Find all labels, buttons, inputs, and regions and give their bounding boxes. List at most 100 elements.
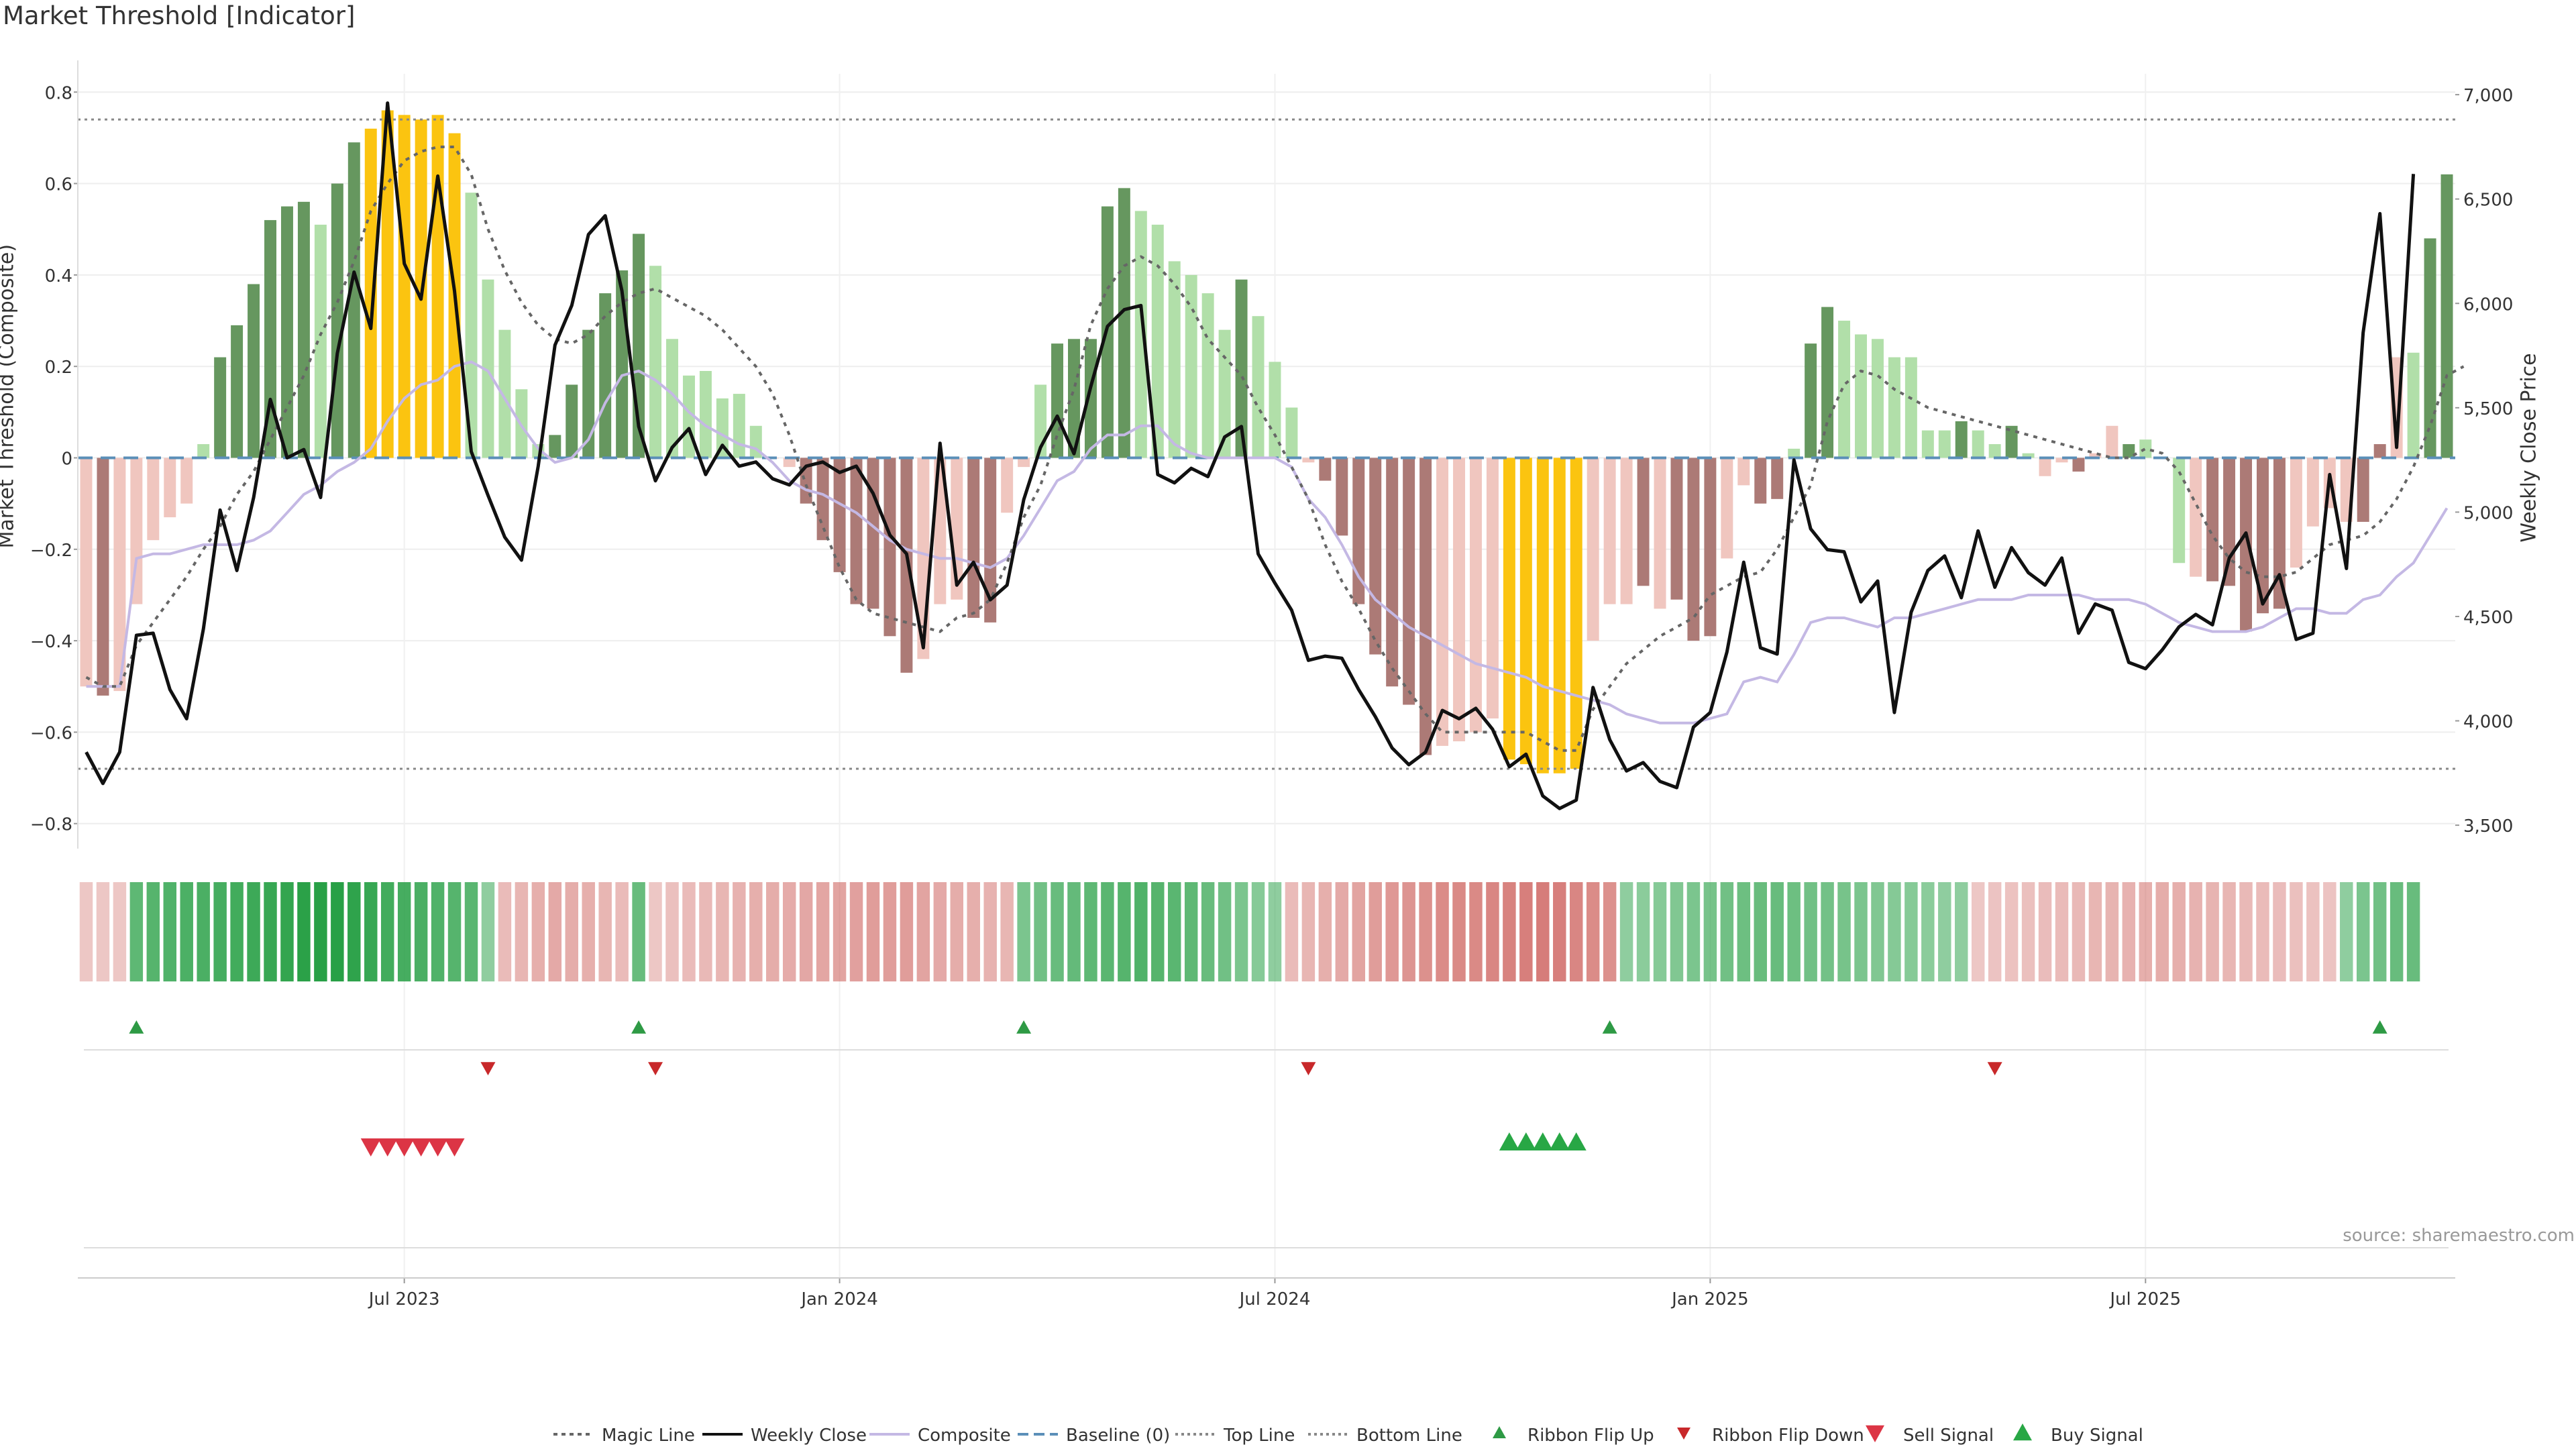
- ribbon-cell: [1469, 882, 1483, 981]
- composite-bar: [347, 142, 360, 458]
- ribbon-cell: [1720, 882, 1734, 981]
- composite-bar: [147, 458, 160, 541]
- composite-bar: [1201, 293, 1214, 458]
- ribbon-cell: [1268, 882, 1282, 981]
- ribbon-cell: [1151, 882, 1165, 981]
- composite-bar: [214, 357, 227, 458]
- composite-bar: [1336, 458, 1348, 536]
- ribbon-cell: [1971, 882, 1985, 981]
- ribbon-cell: [2323, 882, 2337, 981]
- composite-bar: [2190, 458, 2202, 577]
- ribbon-cell: [1101, 882, 1114, 981]
- composite-bar: [1921, 430, 1934, 458]
- composite-bar: [1888, 357, 1900, 458]
- x-tick-label: Jul 2024: [1238, 1289, 1311, 1309]
- composite-bar: [2290, 458, 2302, 568]
- ribbon-cell: [213, 882, 227, 981]
- ribbon-cell: [2155, 882, 2169, 981]
- ribbon-cell: [2088, 882, 2102, 981]
- ribbon-cell: [2239, 882, 2253, 981]
- y-left-tick-label: −0.4: [30, 632, 72, 652]
- sell-signal-marker: [360, 1138, 381, 1157]
- y-right-tick-label: 5,500: [2463, 399, 2513, 419]
- composite-bar: [2440, 174, 2453, 458]
- ribbon-cell: [1804, 882, 1817, 981]
- sell-signal-marker: [394, 1138, 415, 1157]
- composite-bar: [1805, 343, 1817, 458]
- ribbon-cell: [1670, 882, 1684, 981]
- composite-bar: [1352, 458, 1365, 604]
- composite-bar: [1821, 307, 1834, 458]
- ribbon-cell: [113, 882, 127, 981]
- ribbon-cell: [1854, 882, 1868, 981]
- ribbon-cell: [180, 882, 193, 981]
- composite-bar: [1269, 362, 1281, 458]
- ribbon-cell: [1084, 882, 1097, 981]
- composite-bar: [984, 458, 997, 623]
- ribbon-cell: [833, 882, 847, 981]
- composite-bar: [1151, 224, 1164, 458]
- composite-bar: [1838, 321, 1851, 458]
- ribbon-cell: [364, 882, 378, 981]
- composite-bar: [716, 398, 729, 458]
- y-right-tick-label: 3,500: [2463, 816, 2513, 837]
- signal-markers: [129, 1020, 2387, 1157]
- ribbon-cell: [197, 882, 210, 981]
- ribbon-cell: [1301, 882, 1316, 981]
- ribbon-cell: [1218, 882, 1232, 981]
- legend-swatch-sell-signal: [1866, 1425, 1884, 1442]
- composite-bar: [967, 458, 980, 619]
- composite-bar: [599, 293, 612, 458]
- series-lines: [78, 101, 2465, 810]
- ribbon-cell: [1787, 882, 1801, 981]
- composite-bar: [699, 371, 712, 458]
- composite-bar: [2123, 444, 2135, 458]
- composite-bar: [498, 329, 511, 458]
- composite-bar: [1168, 261, 1181, 458]
- ribbon-cell: [2021, 882, 2035, 981]
- ribbon-cell: [264, 882, 277, 981]
- x-tick-label: Jul 2023: [368, 1289, 440, 1309]
- sell-signal-marker: [411, 1138, 431, 1157]
- sell-signal-marker: [444, 1138, 465, 1157]
- ribbon-cell: [766, 882, 780, 981]
- ribbon-cell: [1653, 882, 1667, 981]
- y-right-tick-label: 7,000: [2463, 86, 2513, 106]
- buy-signal-marker: [1566, 1132, 1587, 1150]
- ribbon-flip-down-marker: [1301, 1062, 1316, 1075]
- ribbon-cell: [1051, 882, 1064, 981]
- sell-signal-marker: [377, 1138, 398, 1157]
- ribbon-cell: [163, 882, 177, 981]
- composite-bar: [2022, 453, 2035, 458]
- ribbon-cell: [582, 882, 595, 981]
- composite-bar: [1319, 458, 1332, 481]
- ribbon-cell: [247, 882, 260, 981]
- ribbon-cell: [1419, 882, 1432, 981]
- composite-bar: [2373, 444, 2386, 458]
- ribbon-cell: [1553, 882, 1566, 981]
- composite-bar: [1687, 458, 1700, 641]
- ribbon-cell: [967, 882, 980, 981]
- ribbon-cell: [280, 882, 294, 981]
- y-axis-right-label: Weekly Close Price: [2517, 353, 2541, 543]
- composite-bar: [1637, 458, 1650, 586]
- y-left-tick-label: 0.4: [45, 266, 72, 286]
- ribbon-cell: [515, 882, 529, 981]
- ribbon-cell: [1167, 882, 1181, 981]
- composite-bar: [113, 458, 126, 692]
- ribbon-cell: [2206, 882, 2219, 981]
- ribbon-cell: [1000, 882, 1014, 981]
- ribbon-strip: [79, 882, 2420, 981]
- composite-bar: [1018, 458, 1030, 468]
- composite-bar: [2357, 458, 2369, 522]
- ribbon-cell: [2373, 882, 2387, 981]
- composite-bar: [1988, 444, 2001, 458]
- axes: 0.8 0.6 0.4 0.2 0 −0.2 −0.4 −0.6 −0.8 7,000 6,500 6…: [30, 60, 2575, 1309]
- composite-bar: [2206, 458, 2219, 582]
- y-right-tick-label: 4,500: [2463, 608, 2513, 628]
- ribbon-cell: [1234, 882, 1248, 981]
- legend-swatch-buy-signal: [2013, 1424, 2032, 1441]
- ribbon-cell: [297, 882, 311, 981]
- legend-swatch-ribbon-flip-up: [1493, 1426, 1506, 1438]
- composite-bar: [1938, 430, 1951, 458]
